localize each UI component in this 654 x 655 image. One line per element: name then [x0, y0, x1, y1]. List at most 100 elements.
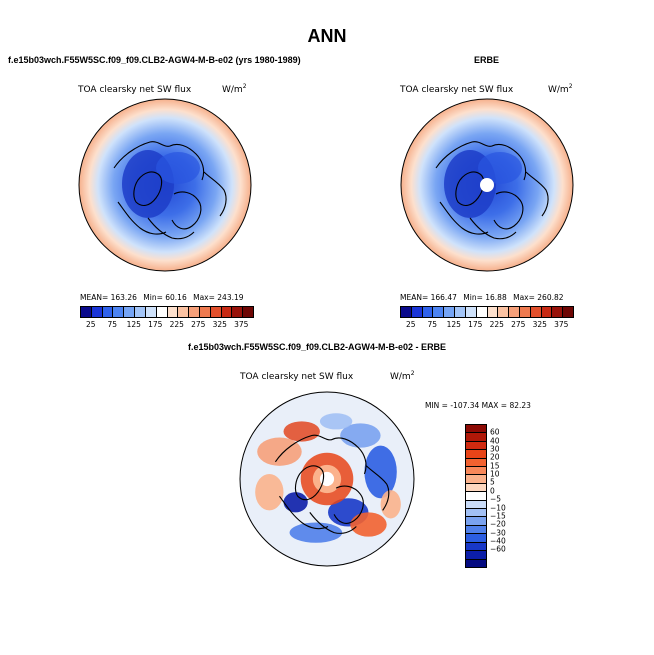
colorbar-tick-label: 125: [126, 320, 141, 329]
coastline: [309, 512, 357, 534]
colorbar-tick-label: 30: [490, 444, 500, 454]
colorbar-tick-label: 175: [468, 320, 483, 329]
colorbar-swatch: [466, 492, 486, 501]
colorbar-tick-label: 25: [405, 320, 416, 329]
colorbar-swatch: [232, 307, 244, 317]
model-panel-title: f.e15b03wch.F55W5SC.f09_f09.CLB2-AGW4-M-…: [8, 55, 301, 65]
colorbar-swatch: [433, 307, 445, 317]
coastline: [366, 465, 390, 511]
colorbar-tick-label: −20: [490, 519, 506, 529]
polar-hole: [480, 178, 494, 192]
model-stats: MEAN= 163.26 Min= 60.16 Max= 243.19: [80, 293, 248, 302]
colorbar-swatch: [466, 559, 486, 567]
colorbar-swatch: [487, 307, 499, 317]
anomaly-region: [380, 490, 401, 519]
diff-units-label: W/m2: [390, 370, 415, 382]
colorbar-swatch: [466, 425, 486, 434]
diff-panel-title: f.e15b03wch.F55W5SC.f09_f09.CLB2-AGW4-M-…: [188, 342, 447, 352]
colorbar-swatch: [466, 525, 486, 535]
colorbar-swatch: [466, 542, 486, 552]
colorbar-tick-label: 10: [490, 469, 500, 479]
colorbar-swatch: [243, 307, 253, 317]
polar-boundary: [78, 98, 252, 272]
colorbar-swatch: [466, 517, 486, 526]
colorbar-swatch: [466, 500, 486, 510]
colorbar-tick-label: 375: [234, 320, 249, 329]
anomaly-region: [283, 421, 320, 442]
colorbar-swatch: [422, 307, 434, 317]
colorbar-swatch: [552, 307, 564, 317]
colorbar-swatch: [466, 475, 486, 484]
colorbar-swatch: [167, 307, 179, 317]
coastline: [133, 171, 163, 207]
coastline: [435, 141, 527, 181]
coastline: [439, 201, 489, 235]
colorbar-swatch: [156, 307, 168, 317]
model-min: Min= 60.16: [143, 293, 187, 302]
coastline: [333, 485, 364, 524]
colorbar-tick-label: 225: [169, 320, 184, 329]
obs-field-label: TOA clearsky net SW flux: [400, 85, 514, 95]
colorbar-swatch: [411, 307, 423, 317]
colorbar-swatch: [178, 307, 190, 317]
coastline: [279, 495, 329, 530]
colorbar-swatch: [466, 467, 486, 476]
colorbar-tick-label: 25: [85, 320, 96, 329]
anomaly-region: [257, 437, 302, 466]
model-polar-map: [78, 98, 252, 272]
anomaly-region: [319, 413, 353, 430]
model-field-label: TOA clearsky net SW flux: [78, 85, 192, 95]
diff-colorbar-labels: 60 40 30 20 15 10 5 0 −5 −10 −15 −20 −30 −40 −60: [490, 424, 530, 566]
colorbar-swatch: [498, 307, 510, 317]
ice-region: [156, 152, 200, 184]
colorbar-swatch: [135, 307, 146, 317]
coastline: [203, 171, 227, 217]
coastline: [493, 191, 524, 230]
diff-minmax: MIN = -107.34 MAX = 82.23: [425, 401, 531, 410]
colorbar-swatch: [113, 307, 125, 317]
obs-panel-title: ERBE: [474, 55, 500, 65]
diff-field-label: TOA clearsky net SW flux: [240, 372, 354, 382]
colorbar-swatch: [519, 307, 531, 317]
colorbar-swatch: [189, 307, 200, 317]
coastline: [469, 217, 517, 240]
coastline: [147, 217, 195, 240]
obs-units-label: W/m2: [548, 83, 573, 95]
obs-mean: MEAN= 166.47: [400, 293, 457, 302]
colorbar-tick-label: 60: [490, 427, 500, 437]
model-mean: MEAN= 163.26: [80, 293, 137, 302]
colorbar-swatch: [541, 307, 553, 317]
colorbar-swatch: [102, 307, 114, 317]
colorbar-tick-label: 0: [490, 486, 495, 496]
colorbar-swatch: [145, 307, 157, 317]
diff-colorbar: [465, 424, 487, 568]
colorbar-swatch: [401, 307, 412, 317]
coastline: [171, 191, 202, 230]
polar-boundary: [239, 391, 415, 567]
anomaly-region: [283, 492, 308, 513]
colorbar-tick-label: −40: [490, 536, 506, 546]
diff-polar-map: [239, 391, 415, 567]
colorbar-swatch: [199, 307, 211, 317]
colorbar-swatch: [221, 307, 233, 317]
colorbar-tick-label: 15: [490, 461, 500, 471]
colorbar-swatch: [466, 433, 486, 442]
colorbar-tick-label: 325: [212, 320, 227, 329]
colorbar-tick-label: 175: [148, 320, 163, 329]
colorbar-swatch: [444, 307, 456, 317]
colorbar-tick-label: 125: [446, 320, 461, 329]
obs-max: Max= 260.82: [513, 293, 564, 302]
colorbar-tick-label: 75: [427, 320, 438, 329]
model-units-label: W/m2: [222, 83, 247, 95]
colorbar-tick-label: 75: [107, 320, 118, 329]
colorbar-tick-label: 275: [191, 320, 206, 329]
obs-colorbar-labels: 25 75 125 175 225 275 325 375: [400, 320, 572, 330]
anomaly-region: [289, 522, 343, 543]
colorbar-swatch: [476, 307, 488, 317]
colorbar-tick-label: −5: [490, 494, 502, 504]
coastline: [117, 201, 167, 235]
colorbar-tick-label: 325: [532, 320, 547, 329]
colorbar-swatch: [530, 307, 542, 317]
coastline: [113, 141, 205, 181]
colorbar-swatch: [466, 458, 486, 468]
